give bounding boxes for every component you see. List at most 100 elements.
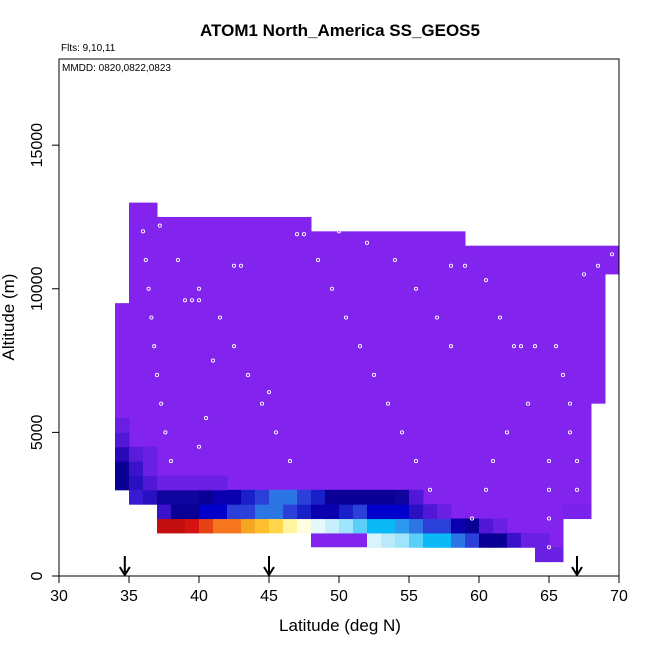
heatmap-cell [185, 475, 200, 491]
flight-track-point [196, 286, 202, 291]
flight-track-point [159, 401, 164, 406]
flight-track-point [595, 263, 601, 268]
heatmap-cell [521, 532, 536, 548]
axes: 30 35 40 45 50 55 60 65 70 0 5000 10000 15000 [29, 123, 628, 605]
heatmap-cell [325, 504, 340, 520]
heatmap-cell [353, 504, 368, 520]
flight-track-point [504, 430, 510, 435]
flight-track-point [140, 229, 146, 234]
heatmap-cell [437, 518, 452, 534]
flight-track-point [152, 344, 157, 349]
heatmap-cell [199, 489, 214, 505]
x-tick-label: 35 [120, 588, 138, 605]
domain-column [605, 245, 620, 275]
heatmap-cell [311, 489, 326, 505]
flight-arrow-head [571, 566, 583, 577]
mmdd-annotation: MMDD: 0820,0822,0823 [62, 63, 171, 74]
heatmap-cell [157, 518, 172, 534]
domain-column [563, 245, 592, 519]
flight-track-point [231, 263, 237, 268]
heatmap-cell [451, 518, 466, 534]
heatmap-cell [353, 518, 368, 534]
heatmap-cell [255, 504, 270, 520]
flight-track-point [154, 372, 160, 377]
heatmap-cell [227, 518, 242, 534]
flight-track-point [301, 232, 307, 237]
flight-track-point [434, 315, 440, 320]
heatmap-cell [213, 475, 228, 491]
heatmap-cell [129, 475, 144, 491]
heatmap-cell [199, 504, 214, 520]
heatmap-cell [269, 518, 284, 534]
flight-track-point [146, 286, 151, 291]
flight-track-point [210, 358, 216, 363]
flight-track-point [469, 516, 475, 521]
heatmap-cell [143, 475, 158, 491]
x-axis-label: Latitude (deg N) [279, 616, 401, 635]
flight-track-point [574, 487, 580, 492]
flight-track-point [448, 344, 454, 349]
heatmap-cell [171, 489, 186, 505]
heatmap-cell [199, 518, 214, 534]
heatmap-cell [395, 532, 410, 548]
flight-track-point [399, 430, 405, 435]
x-tick-label: 30 [50, 588, 68, 605]
heatmap-cell [213, 518, 228, 534]
heatmap-cell [367, 518, 382, 534]
flight-track-point [149, 315, 154, 320]
heatmap-cell [143, 461, 158, 476]
heatmap-cell [115, 446, 130, 462]
heatmap-cell [423, 518, 438, 534]
flight-track-point [392, 258, 398, 263]
flight-track-point [490, 459, 496, 464]
flight-track-point [462, 263, 468, 268]
x-tick-label: 60 [470, 588, 488, 605]
domain-column [465, 245, 536, 548]
flight-track-point [448, 263, 454, 268]
heatmap-cell [493, 518, 508, 534]
heatmap-cell [437, 532, 452, 548]
flight-track-point [266, 390, 272, 395]
heatmap-cell [381, 532, 396, 548]
flight-markers [118, 556, 583, 577]
heatmap-cell [115, 432, 130, 448]
flight-track-point [315, 258, 321, 263]
flight-track-point [182, 298, 188, 303]
heatmap-cell [213, 489, 228, 505]
chart-title: ATOM1 North_America SS_GEOS5 [200, 21, 480, 40]
heatmap-cell [353, 489, 368, 505]
flight-track-point [483, 278, 489, 283]
flight-track-point [532, 344, 538, 349]
flight-track-point [560, 372, 566, 377]
heatmap-cell [395, 489, 410, 505]
flight-arrow-head [118, 566, 131, 577]
flight-track-point [511, 344, 517, 349]
flight-track-point [259, 401, 265, 406]
heatmap-cell [227, 489, 242, 505]
heatmap-cell [115, 475, 130, 491]
y-tick-label: 15000 [29, 123, 46, 168]
heatmap-cell [269, 504, 284, 520]
heatmap-cell [297, 504, 312, 520]
flight-track-point [483, 487, 489, 492]
heatmap-cell [367, 532, 382, 548]
heatmap-cell [171, 504, 186, 520]
flight-track-point [287, 459, 293, 464]
heatmap-cell [339, 518, 354, 534]
heatmap-cell [213, 504, 228, 520]
flight-track-point [371, 372, 377, 377]
heatmap-cell [185, 489, 200, 505]
heatmap-cell [493, 532, 508, 548]
flight-track-point [553, 344, 559, 349]
y-axis-label: Altitude (m) [0, 274, 18, 361]
flight-track-point [245, 372, 251, 377]
heatmap-cell [283, 489, 298, 505]
flight-track-point [413, 459, 419, 464]
flight-track-point [357, 344, 363, 349]
flights-annotation: Flts: 9,10,11 [61, 43, 116, 54]
flight-track-point [364, 240, 370, 245]
heatmap-cell [269, 489, 284, 505]
y-tick-label: 10000 [29, 266, 46, 311]
y-tick-label: 0 [29, 571, 46, 580]
heatmap-cell [227, 504, 242, 520]
